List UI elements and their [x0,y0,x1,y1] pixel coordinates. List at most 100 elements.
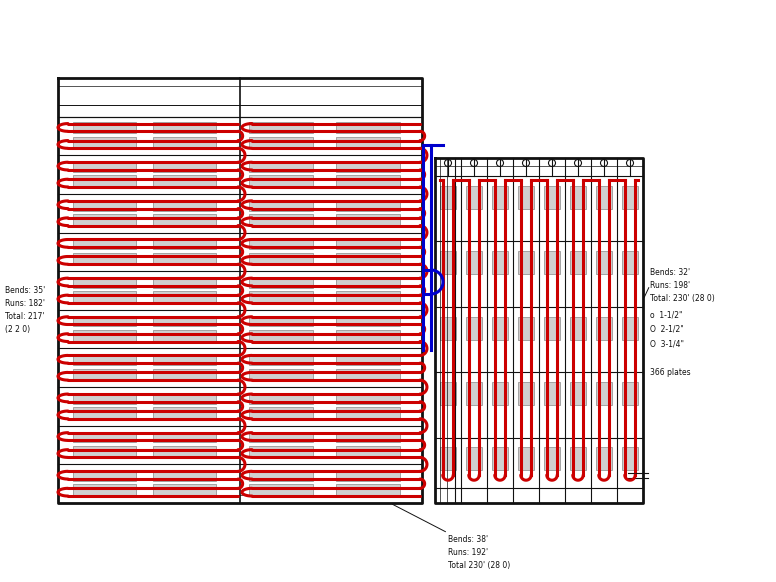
Bar [73,393,137,404]
Bar [337,137,400,148]
Bar [249,200,313,211]
Bar [249,431,313,442]
Bar [596,448,611,470]
Bar [337,291,400,302]
Bar [492,448,508,470]
Bar [466,186,482,209]
Bar [570,186,586,209]
Bar [570,317,586,339]
Bar [596,186,611,209]
Bar [249,484,313,495]
Bar [570,382,586,405]
Bar [337,354,400,365]
Bar [73,330,137,340]
Bar [249,137,313,148]
Bar [249,291,313,302]
Bar [622,382,638,405]
Bar [337,239,400,249]
Text: Bends: 32'
Runs: 198'
Total: 230' (28 0): Bends: 32' Runs: 198' Total: 230' (28 0) [650,268,715,303]
Bar [73,315,137,327]
Bar [73,161,137,172]
Bar [73,137,137,148]
Bar [249,239,313,249]
Bar [73,446,137,457]
Bar [492,251,508,274]
Bar [337,161,400,172]
Text: Bends: 35'
Runs: 182'
Total: 217'
(2 2 0): Bends: 35' Runs: 182' Total: 217' (2 2 0… [5,286,45,334]
Bar [249,175,313,186]
Bar [73,368,137,379]
Bar [249,393,313,404]
Bar [337,200,400,211]
Bar [544,251,559,274]
Bar [337,393,400,404]
Bar [337,253,400,264]
Bar [492,382,508,405]
Bar [73,200,137,211]
Bar [153,330,217,340]
Bar [249,161,313,172]
Bar [249,470,313,481]
Bar [596,382,611,405]
Bar [518,186,534,209]
Bar [153,368,217,379]
Bar [73,431,137,442]
Bar [249,253,313,264]
Bar [440,186,456,209]
Bar [73,253,137,264]
Bar [249,368,313,379]
Bar [153,175,217,186]
Text: o  1-1/2"
O  2-1/2"
O  3-1/4"

366 plates: o 1-1/2" O 2-1/2" O 3-1/4" 366 plates [650,310,691,377]
Bar [153,484,217,495]
Bar [153,239,217,249]
Bar [518,251,534,274]
Bar [73,122,137,133]
Bar [249,354,313,365]
Bar [73,407,137,418]
Bar [249,214,313,225]
Bar [153,253,217,264]
Bar [153,137,217,148]
Bar [466,382,482,405]
Bar [153,470,217,481]
Bar [153,431,217,442]
Bar [544,186,559,209]
Bar [337,315,400,327]
Bar [249,277,313,288]
Bar [153,214,217,225]
Bar [518,448,534,470]
Bar [153,407,217,418]
Bar [596,317,611,339]
Bar [337,431,400,442]
Bar [73,291,137,302]
Text: Bends: 38'
Runs: 192'
Total 230' (28 0): Bends: 38' Runs: 192' Total 230' (28 0) [448,535,511,570]
Bar [440,317,456,339]
Bar [337,484,400,495]
Bar [153,161,217,172]
Bar [570,448,586,470]
Bar [596,251,611,274]
Bar [153,291,217,302]
Bar [337,407,400,418]
Bar [153,315,217,327]
Bar [492,317,508,339]
Bar [440,251,456,274]
Bar [73,277,137,288]
Bar [466,251,482,274]
Bar [337,214,400,225]
Bar [440,382,456,405]
Bar [249,407,313,418]
Bar [337,277,400,288]
Bar [518,382,534,405]
Bar [73,175,137,186]
Bar [153,393,217,404]
Bar [153,354,217,365]
Bar [249,315,313,327]
Bar [73,470,137,481]
Bar [544,317,559,339]
Bar [153,122,217,133]
Bar [249,330,313,340]
Bar [492,186,508,209]
Bar [73,239,137,249]
Bar [249,446,313,457]
